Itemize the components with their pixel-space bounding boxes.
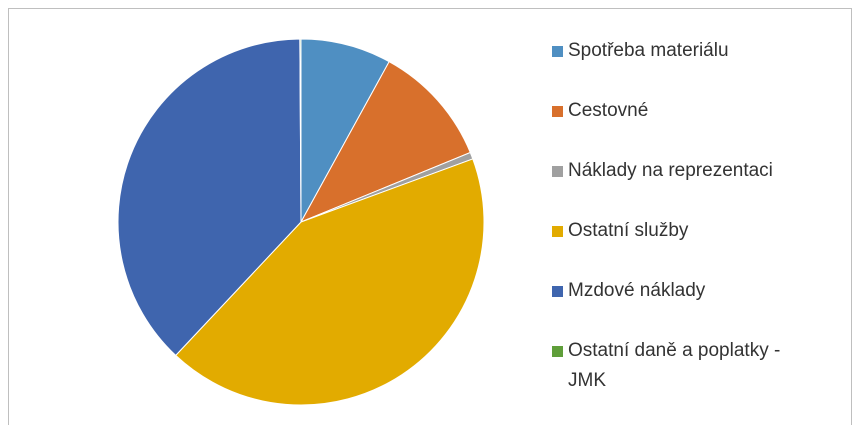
pie-slice <box>175 158 485 406</box>
pie-slice <box>299 60 471 224</box>
legend-item: Náklady na reprezentaci <box>552 156 812 216</box>
legend-item: Ostatní daně a poplatky - JMK <box>552 336 812 396</box>
legend-label: Ostatní služby <box>568 220 689 241</box>
legend-swatch <box>552 46 563 57</box>
legend-label: Ostatní daně a poplatky - JMK <box>568 340 781 391</box>
legend-item: Mzdové náklady <box>552 276 812 336</box>
legend-item: Cestovné <box>552 96 812 156</box>
legend-swatch <box>552 106 563 117</box>
legend-swatch <box>552 226 563 237</box>
legend-label: Spotřeba materiálu <box>568 40 729 61</box>
pie-slice <box>299 38 302 223</box>
legend-item: Ostatní služby <box>552 216 812 276</box>
pie-slice <box>117 38 302 357</box>
chart-frame <box>8 8 852 425</box>
legend-label: Mzdové náklady <box>568 280 706 301</box>
legend-label: Cestovné <box>568 100 649 121</box>
legend-swatch <box>552 286 563 297</box>
legend-item: Spotřeba materiálu <box>552 36 812 96</box>
legend-swatch <box>552 166 563 177</box>
pie-slice <box>300 38 390 223</box>
legend-label: Náklady na reprezentaci <box>568 160 773 181</box>
legend-swatch <box>552 346 563 357</box>
legend: Spotřeba materiálu Cestovné Náklady na rep… <box>552 36 812 396</box>
